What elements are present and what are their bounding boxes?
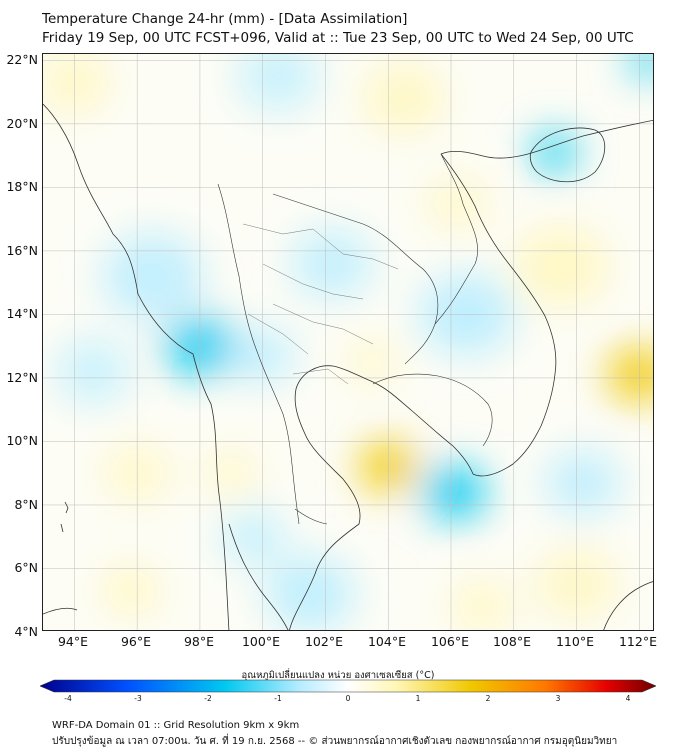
map-subtitle: Friday 19 Sep, 00 UTC FCST+096, Valid at… xyxy=(42,30,634,46)
graticule xyxy=(43,54,653,630)
warming-area xyxy=(363,63,445,134)
cooling-area xyxy=(55,339,131,404)
cooling-area xyxy=(532,133,577,172)
colorbar-tick: 2 xyxy=(485,694,491,703)
cooling-area xyxy=(422,465,486,519)
update-credit: ปรับปรุงข้อมูล ณ เวลา 07:00น. วัน ศ. ที่… xyxy=(52,736,618,747)
map-canvas xyxy=(43,54,653,630)
cooling-area xyxy=(629,54,653,77)
gulf-of-thailand-coast xyxy=(289,365,474,630)
cooling-area xyxy=(221,510,285,564)
malaysia-border xyxy=(294,508,328,525)
lon-label: 104°E xyxy=(367,634,406,649)
lat-label: 12°N xyxy=(6,370,38,385)
colorbar-tick: -2 xyxy=(204,694,212,703)
colorbar-tick: 4 xyxy=(625,694,631,703)
warming-area xyxy=(206,451,257,495)
model-info: WRF-DA Domain 01 :: Grid Resolution 9km … xyxy=(52,720,300,731)
warming-area xyxy=(347,340,398,384)
colorbar-tick: -3 xyxy=(134,694,142,703)
colorbar-tick: 0 xyxy=(345,694,351,703)
borneo-coast xyxy=(603,581,653,630)
cooling-area xyxy=(265,556,354,630)
colorbar-tick: -1 xyxy=(274,694,282,703)
warming-area xyxy=(102,566,160,615)
lon-label: 112°E xyxy=(618,634,657,649)
cooling-area xyxy=(237,54,320,111)
cooling-area xyxy=(545,450,621,515)
colorbar-body xyxy=(40,679,656,693)
warming-area xyxy=(425,176,489,230)
lon-label: 102°E xyxy=(304,634,343,649)
thailand-provinces xyxy=(242,223,399,385)
cooling-area xyxy=(102,233,204,319)
colorbar-label: อุณหภูมิเปลี่ยนแปลง หน่วย องศาเซลเซียส (… xyxy=(241,670,435,681)
vietnam-laos-border xyxy=(434,153,478,325)
gulf-of-tonkin-coast xyxy=(440,119,653,159)
malay-west-coast xyxy=(228,523,289,630)
warming-area xyxy=(451,579,514,630)
andaman-islands xyxy=(60,501,69,533)
laos-border xyxy=(272,193,439,365)
coastlines-and-borders xyxy=(43,103,653,630)
sumatra-tip xyxy=(43,607,78,615)
lat-label: 8°N xyxy=(14,497,38,512)
lon-label: 106°E xyxy=(430,634,469,649)
lat-label: 20°N xyxy=(6,116,38,131)
warming-area xyxy=(607,348,653,402)
lat-label: 10°N xyxy=(6,433,38,448)
lon-label: 100°E xyxy=(241,634,280,649)
lat-label: 18°N xyxy=(6,179,38,194)
map-panel[interactable] xyxy=(42,53,654,631)
colorbar xyxy=(40,679,656,693)
vietnam-south-coast xyxy=(440,153,557,477)
colorbar-tick: 1 xyxy=(415,694,421,703)
colorbar-tick: -4 xyxy=(64,694,72,703)
map-title: Temperature Change 24-hr (mm) - [Data As… xyxy=(42,11,408,27)
thailand-myanmar-border xyxy=(217,183,300,525)
lat-label: 6°N xyxy=(14,560,38,575)
temperature-change-field xyxy=(43,54,653,630)
cambodia-border xyxy=(372,373,493,447)
lat-label: 4°N xyxy=(14,624,38,639)
lon-label: 94°E xyxy=(57,634,89,649)
lon-label: 110°E xyxy=(555,634,594,649)
lon-label: 96°E xyxy=(120,634,152,649)
myanmar-coastline xyxy=(43,103,230,630)
lon-label: 108°E xyxy=(492,634,531,649)
warming-area xyxy=(43,54,109,112)
lat-label: 14°N xyxy=(6,306,38,321)
hainan-island xyxy=(529,127,606,183)
cooling-area xyxy=(290,228,373,299)
lat-label: 22°N xyxy=(6,52,38,67)
lat-label: 16°N xyxy=(6,243,38,258)
warming-area xyxy=(513,226,608,307)
colorbar-tick: 3 xyxy=(555,694,561,703)
lon-label: 98°E xyxy=(183,634,215,649)
